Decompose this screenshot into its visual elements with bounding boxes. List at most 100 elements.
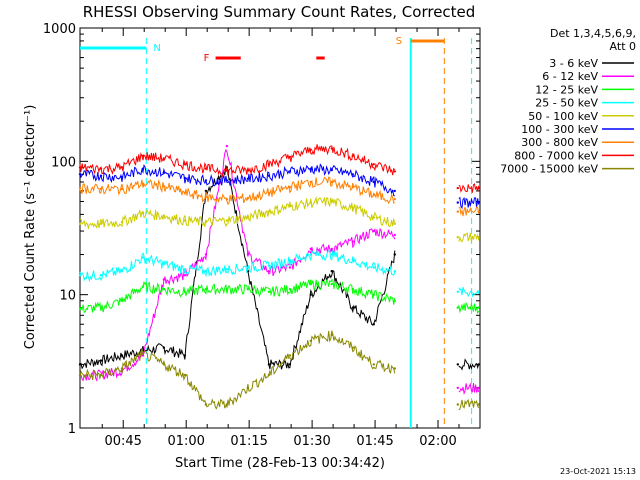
data-point: [456, 236, 459, 239]
data-point: [288, 354, 292, 357]
data-point: [204, 403, 208, 406]
data-point: [309, 282, 312, 286]
data-point: [288, 259, 292, 262]
attenuator-label: Att 0: [610, 40, 636, 53]
data-point: [393, 189, 396, 193]
data-point: [477, 290, 480, 293]
data-point: [309, 180, 312, 184]
legend-label: 12 - 25 keV: [535, 83, 598, 96]
data-point: [309, 201, 312, 204]
legend-label: 300 - 800 keV: [521, 136, 598, 149]
data-point: [351, 173, 354, 176]
data-point: [141, 256, 145, 259]
series-line: [79, 249, 480, 298]
data-point: [78, 274, 82, 277]
data-point: [120, 220, 124, 224]
data-point: [141, 285, 145, 288]
data-point: [204, 270, 208, 273]
x-tick-label: 01:30: [293, 434, 330, 449]
data-point: [456, 386, 459, 390]
data-point: [99, 359, 103, 362]
data-point: [477, 210, 480, 213]
data-point: [477, 201, 480, 204]
data-point: [120, 166, 124, 169]
series-line: [79, 330, 480, 411]
data-point: [78, 363, 82, 366]
data-point: [267, 191, 271, 195]
data-point: [372, 363, 375, 366]
series-line: [79, 176, 480, 217]
data-point: [99, 306, 103, 309]
data-point: [204, 189, 208, 193]
data-point: [183, 163, 187, 166]
series-line: [79, 164, 480, 371]
data-point: [78, 186, 82, 190]
data-point: [477, 403, 480, 406]
data-point: [162, 171, 166, 174]
data-point: [288, 155, 292, 159]
legend-label: 7000 - 15000 keV: [500, 163, 598, 176]
data-point: [393, 198, 396, 201]
data-point: [183, 176, 187, 180]
data-point: [162, 157, 166, 160]
data-point: [330, 200, 333, 203]
data-point: [477, 386, 480, 390]
data-point: [183, 191, 187, 195]
data-point: [309, 148, 312, 151]
data-point: [246, 196, 250, 200]
data-point: [246, 266, 250, 269]
data-point: [330, 180, 333, 184]
series-line: [79, 279, 480, 315]
data-point: [99, 274, 103, 277]
data-point: [309, 339, 312, 343]
data-point: [141, 354, 145, 357]
data-point: [330, 282, 333, 286]
data-point: [78, 373, 82, 377]
night-flag-label: N: [153, 43, 160, 54]
y-tick-label: 1: [68, 422, 76, 437]
data-point: [120, 354, 124, 357]
plot-frame: [79, 27, 481, 429]
data-point: [99, 174, 103, 177]
data-point: [351, 186, 354, 189]
detector-label: Det 1,3,4,5,6,9,: [550, 27, 636, 40]
data-point: [456, 363, 459, 366]
data-point: [351, 240, 354, 243]
x-tick-label: 01:15: [230, 434, 267, 449]
data-point: [162, 287, 166, 291]
saa-flag-label: S: [396, 36, 402, 47]
data-point: [183, 354, 187, 357]
data-point: [351, 259, 354, 262]
legend-label: 800 - 7000 keV: [514, 149, 598, 162]
data-point: [351, 154, 354, 157]
data-point: [393, 270, 396, 273]
data-point: [393, 222, 396, 225]
series-line: [79, 163, 480, 210]
data-point: [309, 253, 312, 256]
data-point: [204, 220, 208, 224]
legend-label: 25 - 50 keV: [535, 97, 598, 110]
data-point: [246, 216, 250, 219]
x-tick-label: 00:45: [104, 434, 141, 449]
data-point: [162, 185, 166, 188]
data-point: [120, 299, 124, 302]
data-point: [141, 154, 145, 157]
data-point: [225, 403, 229, 406]
data-point: [183, 268, 187, 271]
data-point: [393, 233, 396, 237]
data-point: [267, 210, 271, 213]
data-point: [204, 253, 208, 256]
data-point: [183, 219, 187, 222]
data-point: [393, 170, 396, 173]
x-tick-label: 02:00: [419, 434, 456, 449]
data-point: [393, 253, 396, 256]
data-point: [372, 180, 375, 184]
data-point: [99, 167, 103, 170]
data-point: [183, 373, 187, 377]
data-point: [372, 229, 375, 233]
data-point: [99, 373, 103, 377]
data-point: [225, 219, 229, 222]
x-tick-label: 01:45: [356, 434, 393, 449]
